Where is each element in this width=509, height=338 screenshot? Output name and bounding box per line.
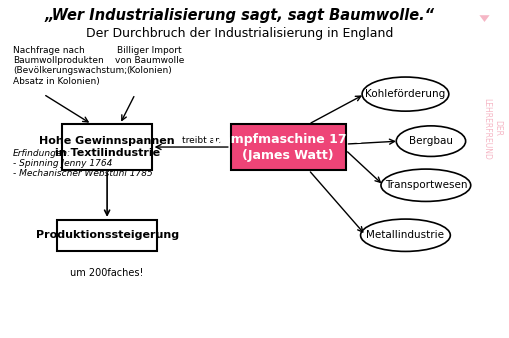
Text: Der Durchbruch der Industrialisierung in England: Der Durchbruch der Industrialisierung in… xyxy=(86,27,392,40)
FancyBboxPatch shape xyxy=(230,124,345,170)
Text: Hohe Gewinnspannen
in Textilindustrie: Hohe Gewinnspannen in Textilindustrie xyxy=(39,136,175,158)
Ellipse shape xyxy=(380,169,470,201)
Ellipse shape xyxy=(361,77,448,111)
Text: Kohleförderung: Kohleförderung xyxy=(364,89,445,99)
Text: „Wer Industrialisierung sagt, sagt Baumwolle.“: „Wer Industrialisierung sagt, sagt Baumw… xyxy=(45,8,434,23)
FancyBboxPatch shape xyxy=(63,124,152,170)
Text: Metallindustrie: Metallindustrie xyxy=(366,230,443,240)
Text: Bergbau: Bergbau xyxy=(408,136,452,146)
Text: Billiger Import
von Baumwolle
(Kolonien): Billiger Import von Baumwolle (Kolonien) xyxy=(115,46,184,75)
Text: um 200faches!: um 200faches! xyxy=(70,268,144,278)
Text: Transportwesen: Transportwesen xyxy=(384,180,466,190)
Ellipse shape xyxy=(360,219,449,251)
Ellipse shape xyxy=(395,126,465,156)
Text: Nachfrage nach
Baumwollprodukten
(Bevölkerungswachstum;
Absatz in Kolonien): Nachfrage nach Baumwollprodukten (Bevölk… xyxy=(13,46,127,86)
Text: Dampfmaschine 1769
(James Watt): Dampfmaschine 1769 (James Watt) xyxy=(212,132,363,162)
Text: Erfindungen:
- Spinning Jenny 1764
- Mechanischer Webstuhl 1785: Erfindungen: - Spinning Jenny 1764 - Mec… xyxy=(13,148,152,178)
Text: treibt an: treibt an xyxy=(182,136,220,145)
Text: DER
LEHRERFREUND: DER LEHRERFREUND xyxy=(482,97,501,160)
FancyBboxPatch shape xyxy=(57,220,157,251)
Text: Produktionssteigerung: Produktionssteigerung xyxy=(36,230,178,240)
